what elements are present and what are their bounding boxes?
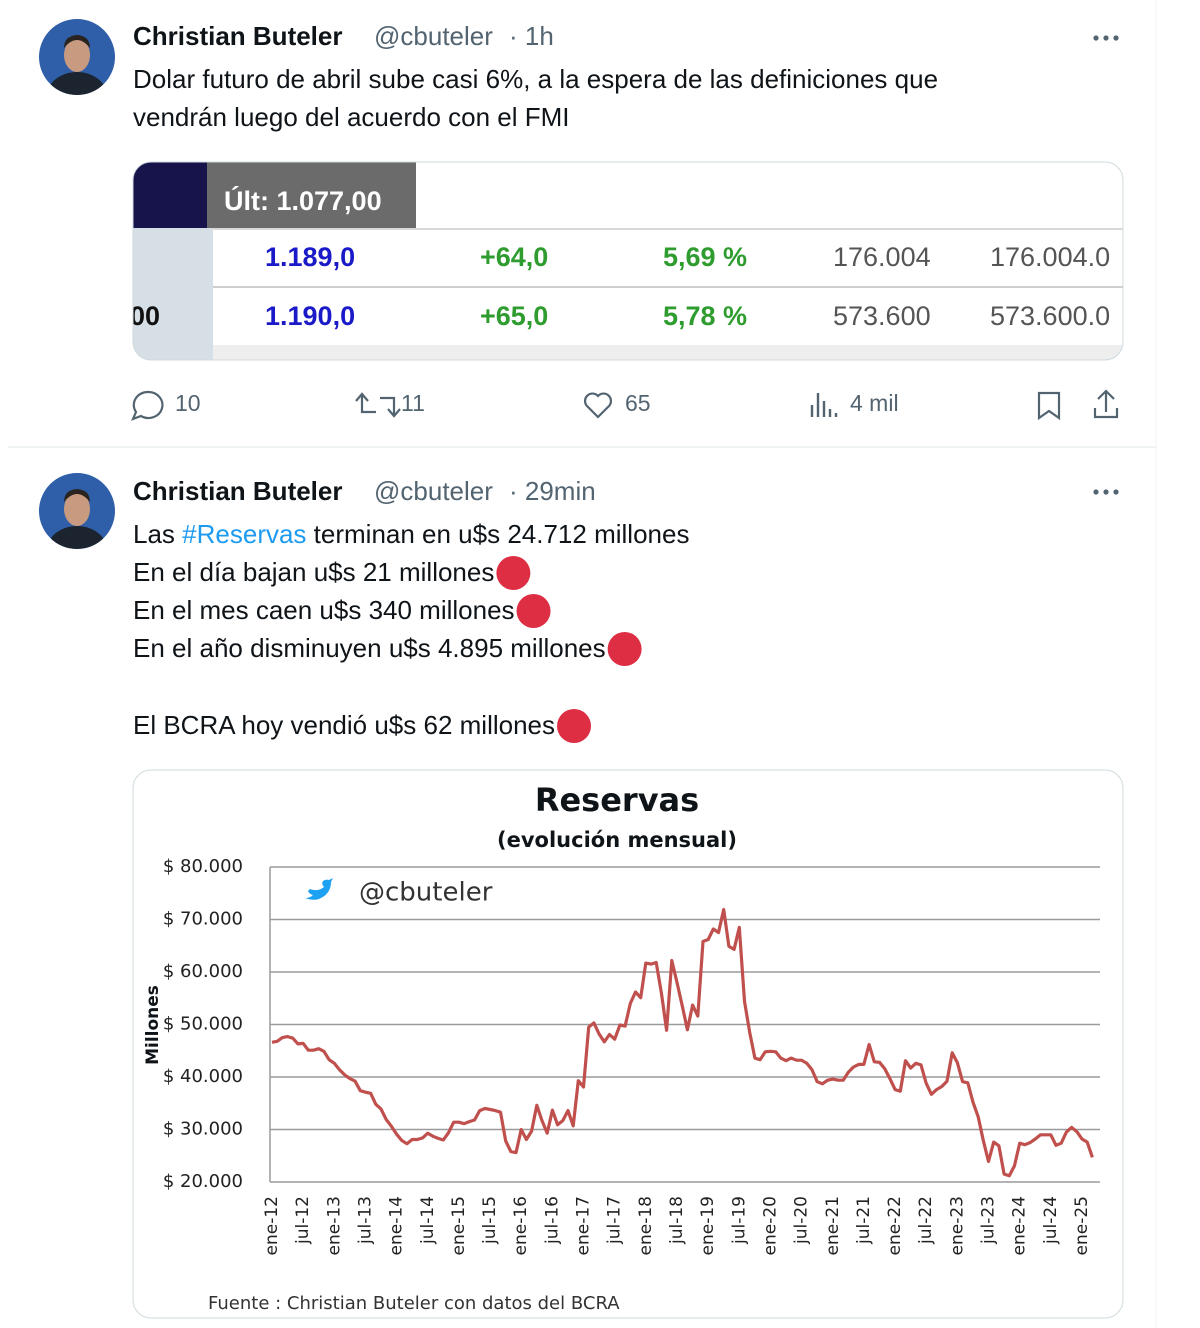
- y-tick-label: $ 80.000: [163, 856, 243, 877]
- tweet-text: En el día bajan u$s 21 millones: [133, 557, 494, 587]
- tweet-text: En el año disminuyen u$s 4.895 millones: [133, 633, 606, 663]
- watermark: @cbuteler: [359, 878, 493, 908]
- y-tick-label: $ 50.000: [163, 1014, 243, 1035]
- x-tick-label: jul-12: [293, 1196, 313, 1245]
- avatar[interactable]: [39, 19, 115, 120]
- table-cell: 00: [130, 301, 160, 331]
- retweet-count[interactable]: 11: [401, 390, 425, 416]
- x-tick-label: ene-23: [947, 1196, 967, 1255]
- text: terminan en u$s 24.712 millones: [306, 519, 689, 549]
- x-tick-label: jul-18: [667, 1196, 687, 1245]
- emoji-red-circle: [516, 594, 551, 628]
- timestamp[interactable]: · 1h: [509, 21, 554, 51]
- y-tick-label: $ 60.000: [163, 961, 243, 982]
- emoji-red-circle: [557, 709, 592, 743]
- bookmark-icon[interactable]: [1037, 391, 1061, 421]
- chart-source: Fuente : Christian Buteler con datos del…: [208, 1293, 620, 1314]
- action-bar: 10 11 65 4 mil: [130, 389, 1119, 421]
- table-cell: +65,0: [480, 301, 548, 331]
- x-tick-label: ene-15: [449, 1196, 469, 1255]
- x-tick-label: ene-20: [760, 1196, 780, 1255]
- x-tick-label: ene-21: [823, 1196, 843, 1255]
- chart-title: Reservas: [535, 781, 699, 819]
- table-cell: 573.600.0: [990, 301, 1110, 331]
- x-tick-label: ene-17: [574, 1196, 594, 1255]
- y-tick-label: $ 70.000: [163, 909, 243, 930]
- x-tick-label: ene-25: [1072, 1196, 1092, 1255]
- y-axis-label: Millones: [143, 985, 163, 1065]
- like-icon[interactable]: [584, 392, 612, 419]
- table-cell: 5,78 %: [663, 301, 747, 331]
- x-tick-label: ene-24: [1010, 1196, 1030, 1255]
- table-cell: 1.189,0: [265, 242, 355, 272]
- x-tick-label: ene-19: [698, 1196, 718, 1255]
- author-handle[interactable]: @cbuteler: [374, 476, 493, 506]
- more-button[interactable]: [1093, 489, 1119, 495]
- table-cell: 5,69 %: [663, 242, 747, 272]
- chart-subtitle: (evolución mensual): [497, 828, 737, 852]
- table-cell: 176.004: [833, 242, 931, 272]
- text: Las: [133, 519, 182, 549]
- x-tick-label: jul-22: [916, 1196, 936, 1245]
- table-cell: 1.190,0: [265, 301, 355, 331]
- tweet-text: vendrán luego del acuerdo con el FMI: [133, 102, 570, 132]
- x-tick-label: ene-18: [636, 1196, 656, 1255]
- chart-card[interactable]: Reservas (evolución mensual) Millones @c…: [132, 769, 1124, 1319]
- tweet[interactable]: Christian Buteler @cbuteler · 1h Dolar f…: [39, 19, 1124, 421]
- x-tick-label: jul-20: [792, 1196, 812, 1245]
- x-tick-label: jul-14: [418, 1196, 438, 1245]
- table-header: Últ: 1.077,00: [224, 185, 382, 216]
- tweet-text: Dolar futuro de abril sube casi 6%, a la…: [133, 64, 938, 94]
- x-tick-label: jul-24: [1041, 1196, 1061, 1245]
- x-tick-label: jul-17: [605, 1196, 625, 1245]
- x-tick-label: ene-12: [262, 1196, 282, 1255]
- x-tick-label: jul-16: [542, 1196, 562, 1245]
- x-tick-label: ene-16: [511, 1196, 531, 1255]
- y-tick-label: $ 30.000: [163, 1119, 243, 1140]
- y-tick-label: $ 40.000: [163, 1066, 243, 1087]
- author-name[interactable]: Christian Buteler: [133, 476, 343, 506]
- reply-icon[interactable]: [130, 390, 164, 421]
- avatar[interactable]: [39, 473, 115, 574]
- retweet-icon[interactable]: [355, 392, 401, 418]
- x-tick-label: jul-21: [854, 1196, 874, 1245]
- tweet[interactable]: Christian Buteler @cbuteler · 29min Las …: [39, 473, 1124, 1319]
- timestamp[interactable]: · 29min: [509, 476, 596, 506]
- like-count[interactable]: 65: [625, 390, 651, 416]
- tweet-text: El BCRA hoy vendió u$s 62 millones: [133, 710, 555, 740]
- table-cell: 176.004.0: [990, 242, 1110, 272]
- views-icon[interactable]: [810, 393, 838, 417]
- x-tick-label: jul-23: [979, 1196, 999, 1245]
- author-name[interactable]: Christian Buteler: [133, 21, 343, 51]
- x-tick-label: jul-15: [480, 1196, 500, 1245]
- table-cell: 573.600: [833, 301, 931, 331]
- quote-table[interactable]: Últ: 1.077,00 1.189,0 +64,0 5,69 % 176.004 1…: [130, 161, 1124, 361]
- author-handle[interactable]: @cbuteler: [374, 21, 493, 51]
- x-tick-label: jul-13: [355, 1196, 375, 1245]
- x-tick-label: ene-13: [324, 1196, 344, 1255]
- x-tick-label: jul-19: [729, 1196, 749, 1245]
- tweet-text: En el mes caen u$s 340 millones: [133, 595, 515, 625]
- x-tick-label: ene-22: [885, 1196, 905, 1255]
- tweet-text: Las #Reservas terminan en u$s 24.712 mil…: [133, 519, 689, 549]
- share-icon[interactable]: [1093, 389, 1119, 419]
- view-count[interactable]: 4 mil: [850, 390, 899, 416]
- x-tick-label: ene-14: [387, 1196, 407, 1255]
- hashtag[interactable]: #Reservas: [182, 519, 306, 549]
- emoji-red-circle: [496, 556, 531, 590]
- twitter-logo: [305, 878, 333, 900]
- emoji-red-circle: [607, 632, 642, 666]
- table-cell: +64,0: [480, 242, 548, 272]
- more-button[interactable]: [1093, 35, 1119, 41]
- reply-count[interactable]: 10: [175, 390, 201, 416]
- y-tick-label: $ 20.000: [163, 1171, 243, 1192]
- data-line: [271, 907, 1094, 1178]
